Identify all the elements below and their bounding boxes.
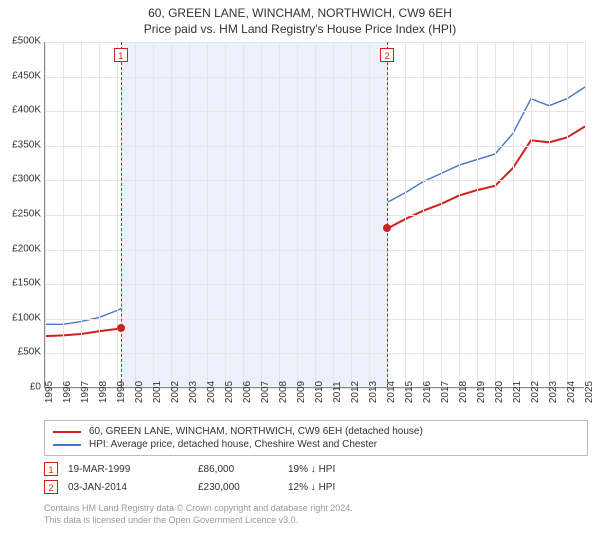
legend-swatch xyxy=(53,444,81,446)
y-tick-label: £100K xyxy=(3,312,41,323)
y-tick-label: £400K xyxy=(3,105,41,116)
sale-row: 2 03-JAN-2014 £230,000 12% ↓ HPI xyxy=(44,478,588,496)
marker-dot xyxy=(117,324,125,332)
gridline-h xyxy=(45,353,584,354)
gridline-h xyxy=(45,111,584,112)
marker-line xyxy=(387,42,388,387)
plot-area: £0£50K£100K£150K£200K£250K£300K£350K£400… xyxy=(44,42,584,388)
y-tick-label: £500K xyxy=(3,36,41,47)
chart-area: £0£50K£100K£150K£200K£250K£300K£350K£400… xyxy=(44,42,588,412)
gridline-h xyxy=(45,42,584,43)
gridline-h xyxy=(45,250,584,251)
chart-titles: 60, GREEN LANE, WINCHAM, NORTHWICH, CW9 … xyxy=(0,0,600,36)
footer: Contains HM Land Registry data © Crown c… xyxy=(44,502,588,526)
marker-line xyxy=(121,42,122,387)
y-tick-label: £200K xyxy=(3,243,41,254)
y-tick-label: £450K xyxy=(3,70,41,81)
gridline-h xyxy=(45,77,584,78)
legend-swatch xyxy=(53,431,81,433)
legend-label: HPI: Average price, detached house, Ches… xyxy=(89,439,377,450)
footer-line-1: Contains HM Land Registry data © Crown c… xyxy=(44,502,588,514)
sale-row: 1 19-MAR-1999 £86,000 19% ↓ HPI xyxy=(44,460,588,478)
marker-dot xyxy=(383,224,391,232)
footer-line-2: This data is licensed under the Open Gov… xyxy=(44,514,588,526)
gridline-h xyxy=(45,284,584,285)
sale-marker-number: 2 xyxy=(44,480,58,494)
legend-row: HPI: Average price, detached house, Ches… xyxy=(53,438,579,451)
gridline-h xyxy=(45,215,584,216)
gridline-h xyxy=(45,180,584,181)
marker-label: 1 xyxy=(114,48,128,62)
legend-label: 60, GREEN LANE, WINCHAM, NORTHWICH, CW9 … xyxy=(89,426,423,437)
y-tick-label: £150K xyxy=(3,278,41,289)
chart-title: 60, GREEN LANE, WINCHAM, NORTHWICH, CW9 … xyxy=(0,6,600,20)
sale-diff: 12% ↓ HPI xyxy=(288,482,388,493)
gridline-h xyxy=(45,319,584,320)
sales-list: 1 19-MAR-1999 £86,000 19% ↓ HPI 2 03-JAN-2014… xyxy=(44,460,588,496)
sale-diff: 19% ↓ HPI xyxy=(288,464,388,475)
marker-label: 2 xyxy=(380,48,394,62)
gridline-h xyxy=(45,146,584,147)
y-tick-label: £350K xyxy=(3,139,41,150)
y-tick-label: £250K xyxy=(3,209,41,220)
y-tick-label: £300K xyxy=(3,174,41,185)
legend: 60, GREEN LANE, WINCHAM, NORTHWICH, CW9 … xyxy=(44,420,588,456)
sale-marker-number: 1 xyxy=(44,462,58,476)
sale-price: £230,000 xyxy=(198,482,278,493)
sale-price: £86,000 xyxy=(198,464,278,475)
y-tick-label: £0 xyxy=(3,382,41,393)
sale-date: 19-MAR-1999 xyxy=(68,464,188,475)
sale-date: 03-JAN-2014 xyxy=(68,482,188,493)
x-tick-label: 2025 xyxy=(584,381,600,403)
gridline-v xyxy=(585,42,586,387)
legend-row: 60, GREEN LANE, WINCHAM, NORTHWICH, CW9 … xyxy=(53,425,579,438)
chart-subtitle: Price paid vs. HM Land Registry's House … xyxy=(0,22,600,36)
y-tick-label: £50K xyxy=(3,347,41,358)
